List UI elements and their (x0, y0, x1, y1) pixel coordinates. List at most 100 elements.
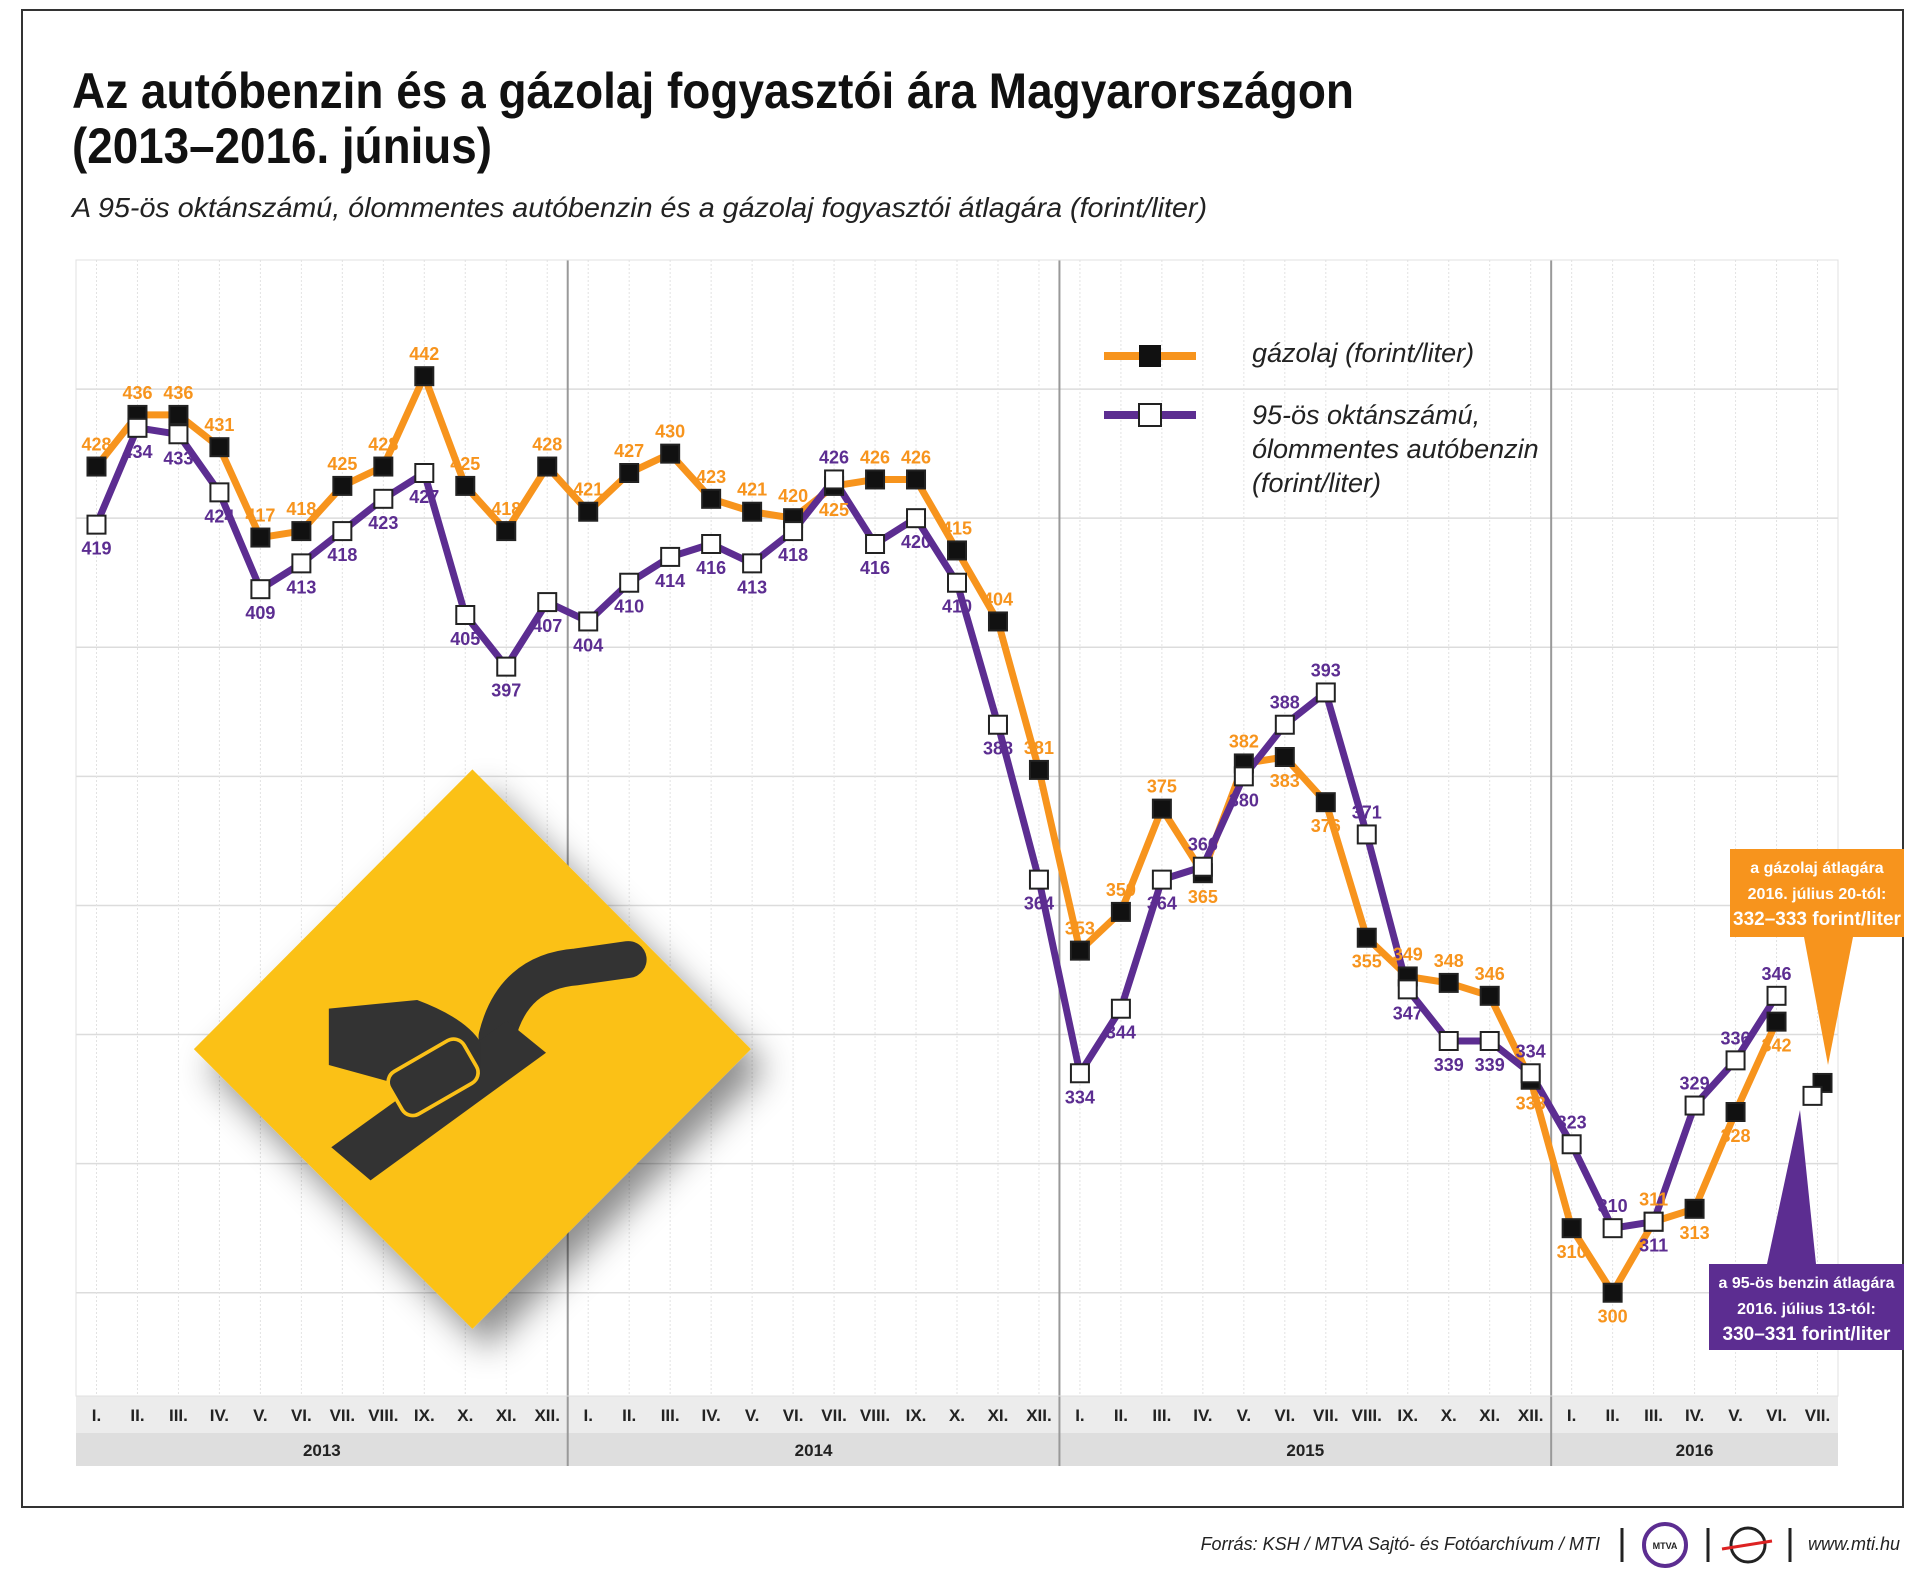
marker (496, 656, 517, 677)
marker (168, 424, 189, 445)
data-label: 346 (1762, 964, 1792, 984)
marker (1479, 1031, 1500, 1051)
marker (701, 488, 722, 509)
x-tick-label: I. (1075, 1406, 1084, 1425)
x-tick-label: VII. (1313, 1406, 1339, 1425)
x-tick-label: I. (583, 1406, 592, 1425)
logo (1729, 1526, 1767, 1564)
x-tick-label: V. (1237, 1406, 1252, 1425)
data-label: 347 (1393, 1003, 1423, 1023)
frame (21, 9, 1904, 1508)
data-label: 376 (1311, 816, 1341, 836)
x-tick-label: VIII. (368, 1406, 398, 1425)
marker (1766, 1011, 1787, 1032)
x-tick-label: VII. (821, 1406, 847, 1425)
data-label: 427 (409, 487, 439, 507)
data-label: 421 (737, 480, 767, 500)
data-label: 405 (450, 629, 480, 649)
marker (619, 463, 640, 483)
latest-marker (1802, 1085, 1823, 1106)
data-label: 310 (1598, 1196, 1628, 1216)
data-label: 420 (901, 532, 931, 552)
marker (1274, 714, 1295, 735)
note-text: 2016. július 20-tól: (1748, 886, 1887, 903)
marker (1110, 998, 1131, 1019)
chart-title: Az autóbenzin és a gázolaj fogyasztói ár… (72, 63, 1354, 119)
x-tick-label: II. (130, 1406, 144, 1425)
data-label: 418 (491, 499, 521, 519)
marker (947, 540, 967, 561)
data-label: 371 (1352, 802, 1382, 822)
x-tick-label: III. (661, 1406, 680, 1425)
logo (1642, 1522, 1688, 1568)
data-label: 420 (778, 486, 808, 506)
data-label: 404 (573, 635, 603, 655)
x-tick-label: X. (949, 1406, 965, 1425)
data-label: 311 (1639, 1236, 1668, 1256)
marker (1684, 1198, 1705, 1219)
marker (1643, 1211, 1664, 1232)
marker (865, 534, 886, 554)
year-label: 2014 (795, 1441, 833, 1460)
marker (414, 366, 435, 387)
x-tick-label: IV. (702, 1406, 721, 1425)
plot-border (75, 259, 1839, 1397)
data-label: 417 (245, 506, 275, 526)
marker (455, 475, 476, 496)
marker (1438, 1031, 1459, 1051)
x-tick-label: III. (169, 1406, 188, 1425)
x-tick-label: II. (1606, 1406, 1620, 1425)
data-label: 366 (1188, 835, 1218, 855)
data-label: 410 (942, 597, 972, 617)
marker (783, 521, 804, 542)
data-label: 415 (942, 518, 972, 538)
x-tick-label: VII. (330, 1406, 356, 1425)
marker (619, 572, 640, 593)
marker (742, 501, 763, 522)
data-label: 300 (1598, 1307, 1628, 1327)
data-label: 433 (163, 448, 193, 468)
marker (250, 579, 271, 600)
data-label: 407 (532, 616, 562, 636)
data-label: 428 (368, 435, 398, 455)
data-label: 328 (1721, 1126, 1751, 1146)
data-label: 413 (286, 577, 316, 597)
x-tick-label: XI. (988, 1406, 1009, 1425)
marker (86, 456, 107, 477)
note-pointer (1804, 937, 1853, 1065)
marker (947, 572, 967, 593)
data-label: 416 (696, 558, 726, 578)
x-tick-label: II. (1114, 1406, 1128, 1425)
data-label: 427 (614, 441, 644, 461)
data-label: 419 (81, 539, 111, 559)
marker (1315, 792, 1336, 813)
note-text: 330–331 forint/liter (1723, 1324, 1892, 1345)
data-label: 388 (1270, 693, 1300, 713)
year-label: 2016 (1676, 1441, 1714, 1460)
marker (127, 417, 148, 438)
data-label: 428 (81, 435, 111, 455)
data-label: 442 (409, 344, 439, 364)
x-tick-label: X. (1441, 1406, 1457, 1425)
marker (209, 437, 230, 458)
chart-title: (2013–2016. június) (72, 118, 492, 174)
data-label: 416 (860, 558, 890, 578)
x-tick-label: IX. (906, 1406, 927, 1425)
data-label: 355 (1352, 952, 1382, 972)
legend-marker (1138, 403, 1162, 427)
data-label: 329 (1680, 1074, 1710, 1094)
x-tick-label: VII. (1805, 1406, 1831, 1425)
data-label: 431 (204, 415, 234, 435)
grid: I. II. III. IV. V. VI. VII. VIII. IX. X. XI. XII. I.… (75, 259, 1839, 1466)
data-label: 423 (368, 513, 398, 533)
marker (701, 534, 722, 554)
data-label: 414 (655, 571, 685, 591)
x-tick-label: XII. (1026, 1406, 1052, 1425)
logo (1721, 1539, 1773, 1551)
year-label: 2013 (303, 1441, 341, 1460)
marker (1766, 985, 1787, 1006)
marker (1602, 1282, 1623, 1303)
x-tick-label: VI. (1274, 1406, 1295, 1425)
data-label: 380 (1229, 790, 1259, 810)
